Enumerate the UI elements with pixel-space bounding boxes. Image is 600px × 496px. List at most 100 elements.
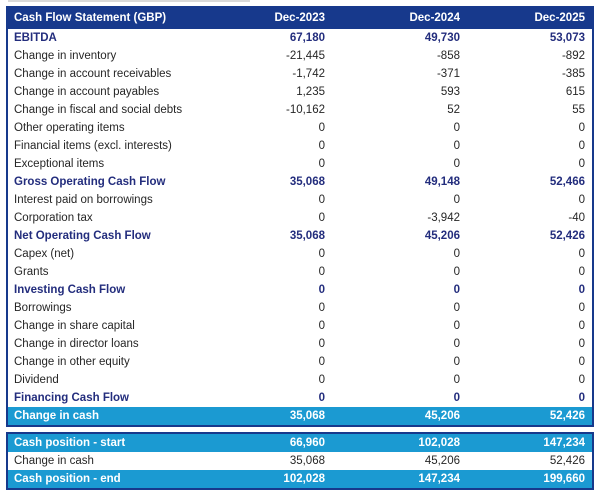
row-label: Borrowings	[7, 299, 197, 317]
cell-value: 0	[332, 245, 467, 263]
row-label: Cash position - start	[7, 433, 197, 452]
row-label: Dividend	[7, 371, 197, 389]
cell-value: 0	[467, 137, 593, 155]
row-label: Exceptional items	[7, 155, 197, 173]
cell-value: 0	[467, 281, 593, 299]
table-row: Change in inventory -21,445 -858 -892	[7, 47, 593, 65]
cell-value: 0	[467, 317, 593, 335]
cell-value: 0	[467, 371, 593, 389]
cell-value: -385	[467, 65, 593, 83]
table-row: Borrowings 0 0 0	[7, 299, 593, 317]
table-row: Change in account payables 1,235 593 615	[7, 83, 593, 101]
cash-flow-table: Cash Flow Statement (GBP) Dec-2023 Dec-2…	[6, 6, 594, 427]
table-row: Change in director loans 0 0 0	[7, 335, 593, 353]
cell-value: 0	[467, 299, 593, 317]
cell-value: 0	[197, 317, 332, 335]
table-header-row: Cash Flow Statement (GBP) Dec-2023 Dec-2…	[7, 7, 593, 29]
row-label: Change in account receivables	[7, 65, 197, 83]
table-row: Change in cash 35,068 45,206 52,426	[7, 452, 593, 470]
cell-value: 147,234	[332, 470, 467, 489]
table-row: Change in cash 35,068 45,206 52,426	[7, 407, 593, 426]
cell-value: 0	[197, 335, 332, 353]
cell-value: 35,068	[197, 173, 332, 191]
cell-value: 35,068	[197, 407, 332, 426]
table-row: Grants 0 0 0	[7, 263, 593, 281]
cell-value: 35,068	[197, 227, 332, 245]
cell-value: 0	[467, 191, 593, 209]
table-row: Exceptional items 0 0 0	[7, 155, 593, 173]
column-header-dec-2025: Dec-2025	[467, 7, 593, 29]
table-row: Change in fiscal and social debts -10,162…	[7, 101, 593, 119]
cell-value: 0	[467, 263, 593, 281]
cell-value: 102,028	[332, 433, 467, 452]
cell-value: 45,206	[332, 407, 467, 426]
cell-value: 52,426	[467, 452, 593, 470]
row-label: Change in cash	[7, 407, 197, 426]
cell-value: 1,235	[197, 83, 332, 101]
table-row: Change in account receivables -1,742 -371-…	[7, 65, 593, 83]
cell-value: 0	[332, 353, 467, 371]
cell-value: -892	[467, 47, 593, 65]
table-title: Cash Flow Statement (GBP)	[7, 7, 197, 29]
cell-value: 0	[467, 155, 593, 173]
table-row: Financial items (excl. interests) 0 0 0	[7, 137, 593, 155]
row-label: Cash position - end	[7, 470, 197, 489]
table-row: Cash position - end 102,028 147,234 199,660	[7, 470, 593, 489]
cell-value: 102,028	[197, 470, 332, 489]
cell-value: 67,180	[197, 29, 332, 47]
cell-value: 0	[332, 191, 467, 209]
cell-value: 0	[197, 299, 332, 317]
cell-value: 593	[332, 83, 467, 101]
cell-value: 0	[332, 371, 467, 389]
cell-value: 199,660	[467, 470, 593, 489]
row-label: Corporation tax	[7, 209, 197, 227]
cell-value: 0	[467, 245, 593, 263]
cell-value: 0	[332, 317, 467, 335]
row-label: Gross Operating Cash Flow	[7, 173, 197, 191]
main-table-body: EBITDA 67,180 49,730 53,073 Change in invent…	[7, 29, 593, 426]
table-row: EBITDA 67,180 49,730 53,073	[7, 29, 593, 47]
table-row: Cash position - start 66,960 102,028 147,23…	[7, 433, 593, 452]
row-label: Change in director loans	[7, 335, 197, 353]
cell-value: 0	[332, 119, 467, 137]
cell-value: -21,445	[197, 47, 332, 65]
cell-value: 0	[197, 155, 332, 173]
cell-value: 0	[197, 281, 332, 299]
row-label: Grants	[7, 263, 197, 281]
cell-value: 53,073	[467, 29, 593, 47]
top-edge-divider	[8, 0, 250, 2]
cell-value: 615	[467, 83, 593, 101]
cell-value: 0	[197, 353, 332, 371]
cell-value: 0	[197, 263, 332, 281]
cell-value: 0	[332, 155, 467, 173]
cell-value: 0	[197, 209, 332, 227]
cell-value: 66,960	[197, 433, 332, 452]
cell-value: 52,466	[467, 173, 593, 191]
row-label: Change in inventory	[7, 47, 197, 65]
table-row: Financing Cash Flow 0 0 0	[7, 389, 593, 407]
cell-value: 0	[332, 389, 467, 407]
table-row: Change in other equity 0 0 0	[7, 353, 593, 371]
table-row: Change in share capital 0 0 0	[7, 317, 593, 335]
cell-value: -1,742	[197, 65, 332, 83]
row-label: Change in share capital	[7, 317, 197, 335]
cell-value: 0	[332, 137, 467, 155]
cell-value: 0	[332, 281, 467, 299]
cell-value: -10,162	[197, 101, 332, 119]
row-label: Change in cash	[7, 452, 197, 470]
cell-value: 0	[197, 371, 332, 389]
table-row: Investing Cash Flow 0 0 0	[7, 281, 593, 299]
row-label: Net Operating Cash Flow	[7, 227, 197, 245]
row-label: Financing Cash Flow	[7, 389, 197, 407]
row-label: Financial items (excl. interests)	[7, 137, 197, 155]
row-label: EBITDA	[7, 29, 197, 47]
row-label: Investing Cash Flow	[7, 281, 197, 299]
column-header-dec-2023: Dec-2023	[197, 7, 332, 29]
cell-value: 49,730	[332, 29, 467, 47]
row-label: Capex (net)	[7, 245, 197, 263]
table-row: Interest paid on borrowings 0 0 0	[7, 191, 593, 209]
row-label: Change in other equity	[7, 353, 197, 371]
cell-value: 0	[467, 389, 593, 407]
cell-value: 0	[467, 335, 593, 353]
cell-value: 52,426	[467, 227, 593, 245]
